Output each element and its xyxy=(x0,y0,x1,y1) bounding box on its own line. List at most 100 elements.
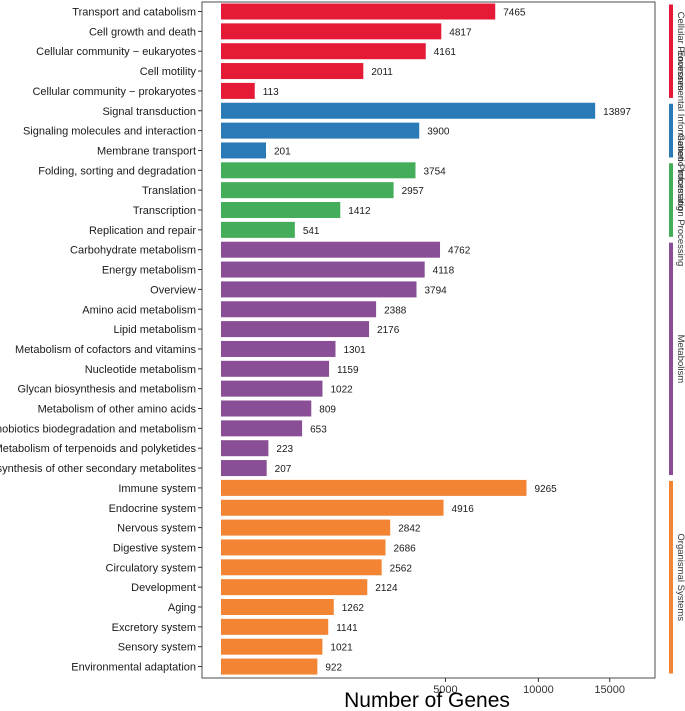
data-label: 4817 xyxy=(449,27,472,38)
group-label: Metabolism xyxy=(675,335,685,384)
data-label: 3794 xyxy=(425,285,448,296)
data-label: 541 xyxy=(303,226,320,237)
y-tick-label: Overview xyxy=(150,284,196,296)
group-strip xyxy=(669,242,673,476)
bar xyxy=(221,162,416,179)
y-tick-label: Digestive system xyxy=(113,542,196,554)
bar xyxy=(221,3,496,20)
y-tick-label: Carbohydrate metabolism xyxy=(70,245,196,257)
bar xyxy=(221,281,417,298)
data-label: 2562 xyxy=(390,563,413,574)
bar xyxy=(221,122,420,139)
data-label: 922 xyxy=(325,663,342,674)
data-label: 2388 xyxy=(384,305,407,316)
y-tick-label: Metabolism of terpenoids and polyketides xyxy=(0,443,196,455)
bar xyxy=(221,559,382,576)
data-label: 4916 xyxy=(452,504,475,515)
data-label: 113 xyxy=(263,87,279,98)
y-tick-label: Aging xyxy=(168,602,196,614)
data-label: 1412 xyxy=(348,206,371,217)
y-tick-label: Nucleotide metabolism xyxy=(85,364,196,376)
bar xyxy=(221,380,323,397)
group-label: Cellular Processes xyxy=(675,12,685,91)
data-label: 3754 xyxy=(423,166,446,177)
group-strip xyxy=(669,4,673,98)
bar xyxy=(221,420,303,437)
group-strip xyxy=(669,103,673,158)
y-tick-label: Energy metabolism xyxy=(102,265,196,277)
data-label: 13897 xyxy=(603,107,631,118)
data-label: 4161 xyxy=(434,47,457,58)
data-label: 3900 xyxy=(427,127,450,138)
data-label: 223 xyxy=(276,444,293,455)
bar xyxy=(221,499,444,516)
data-label: 2842 xyxy=(398,524,421,535)
y-tick-label: Endocrine system xyxy=(109,503,196,515)
data-label: 1141 xyxy=(336,623,358,634)
bar xyxy=(221,599,334,615)
data-label: 1262 xyxy=(342,603,365,614)
y-tick-label: Nervous system xyxy=(117,523,196,535)
bar xyxy=(221,340,336,357)
data-label: 7465 xyxy=(503,8,526,19)
bar xyxy=(221,360,330,377)
bar xyxy=(221,479,527,496)
bar xyxy=(221,23,442,40)
plot-frame xyxy=(201,1,656,679)
x-tick-label: 5000 xyxy=(433,684,457,696)
y-tick-label: Sensory system xyxy=(118,642,196,654)
bar xyxy=(221,43,426,60)
y-tick-label: Cellular community − prokaryotes xyxy=(32,86,196,98)
group-strip xyxy=(669,480,673,674)
bar xyxy=(221,460,267,477)
y-tick-label: Transcription xyxy=(133,205,196,217)
bar xyxy=(221,658,318,675)
y-tick-label: Cell growth and death xyxy=(89,26,196,38)
data-label: 1159 xyxy=(337,365,359,376)
x-tick-label: 15000 xyxy=(594,684,625,696)
data-label: 4762 xyxy=(448,246,471,257)
y-tick-label: Xenobiotics biodegradation and metabolis… xyxy=(0,423,196,435)
bar xyxy=(221,142,266,159)
data-label: 1022 xyxy=(330,385,353,396)
bar xyxy=(221,638,323,655)
y-tick-label: Environmental adaptation xyxy=(71,662,196,674)
y-tick-label: Metabolism of cofactors and vitamins xyxy=(15,344,196,356)
bar xyxy=(221,63,364,80)
data-label: 9265 xyxy=(535,484,558,495)
y-tick-label: Membrane transport xyxy=(97,145,196,157)
data-label: 4118 xyxy=(433,266,455,277)
data-label: 2124 xyxy=(375,583,398,594)
bar xyxy=(221,618,329,635)
bar xyxy=(221,241,441,258)
y-tick-label: Biosynthesis of other secondary metaboli… xyxy=(0,463,196,475)
group-label: Genetic Information Processing xyxy=(675,134,685,267)
y-tick-label: Transport and catabolism xyxy=(72,7,196,19)
bar xyxy=(221,400,312,417)
data-label: 809 xyxy=(319,405,336,416)
y-tick-label: Signaling molecules and interaction xyxy=(23,126,196,138)
group-label: Environmental Information Processing xyxy=(675,50,685,211)
y-tick-label: Signal transduction xyxy=(102,106,196,118)
data-label: 2011 xyxy=(371,67,393,78)
x-tick-label: 10000 xyxy=(523,684,554,696)
y-tick-label: Excretory system xyxy=(112,622,196,634)
bar xyxy=(221,579,368,596)
bar xyxy=(221,301,377,318)
data-label: 201 xyxy=(274,146,291,157)
bar xyxy=(221,519,391,536)
bar xyxy=(221,182,394,199)
group-label: Organismal Systems xyxy=(675,533,685,621)
x-axis-title: Number of Genes xyxy=(344,689,510,711)
data-label: 653 xyxy=(310,424,327,435)
bar xyxy=(221,440,269,457)
data-label: 1021 xyxy=(330,643,353,654)
y-tick-label: Translation xyxy=(142,185,196,197)
bar xyxy=(221,321,370,338)
y-tick-label: Folding, sorting and degradation xyxy=(38,165,196,177)
y-tick-label: Metabolism of other amino acids xyxy=(38,404,197,416)
bar xyxy=(221,102,596,119)
group-strip xyxy=(669,163,673,237)
data-label: 2686 xyxy=(393,543,416,554)
bar xyxy=(221,82,255,99)
